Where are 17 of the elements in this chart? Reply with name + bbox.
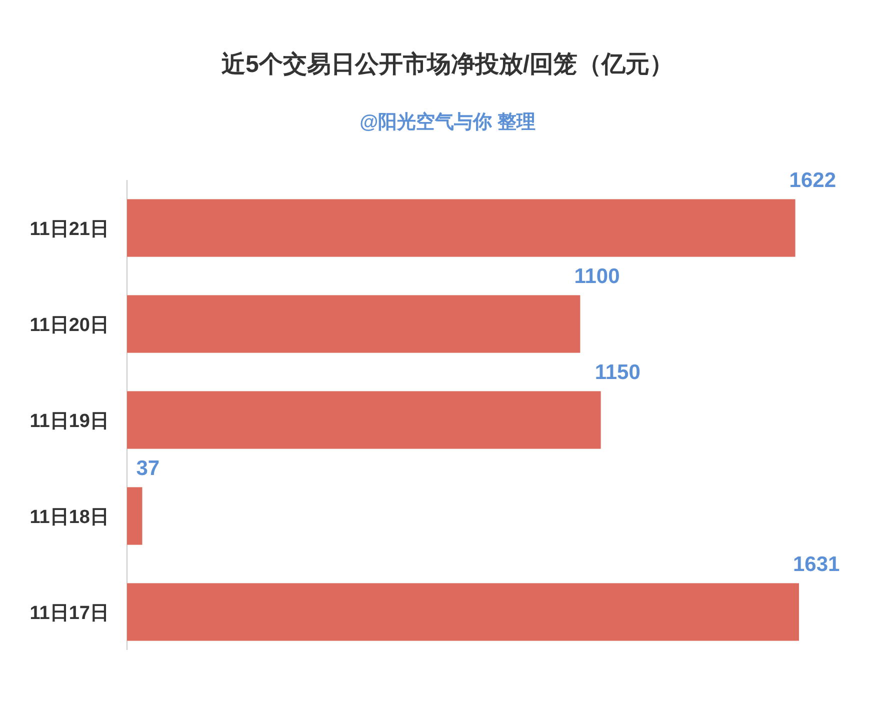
data-label: 37 xyxy=(136,457,160,480)
data-label: 1631 xyxy=(793,553,840,576)
y-tick-label: 11日20日 xyxy=(30,315,109,336)
bar xyxy=(127,199,796,257)
y-tick-label: 11日17日 xyxy=(30,603,109,624)
y-tick-label: 11日19日 xyxy=(30,411,109,432)
bar xyxy=(127,295,580,353)
y-tick-label: 11日21日 xyxy=(30,219,109,240)
bar xyxy=(127,487,142,545)
chart-title: 近5个交易日公开市场净投放/回笼（亿元） xyxy=(221,51,674,78)
bar xyxy=(127,583,799,641)
data-label: 1100 xyxy=(574,265,620,288)
chart-subtitle: @阳光空气与你 整理 xyxy=(360,111,536,133)
data-label: 1622 xyxy=(789,169,836,192)
bar xyxy=(127,391,601,449)
data-label: 1150 xyxy=(594,361,640,384)
y-tick-label: 11日18日 xyxy=(30,507,109,528)
